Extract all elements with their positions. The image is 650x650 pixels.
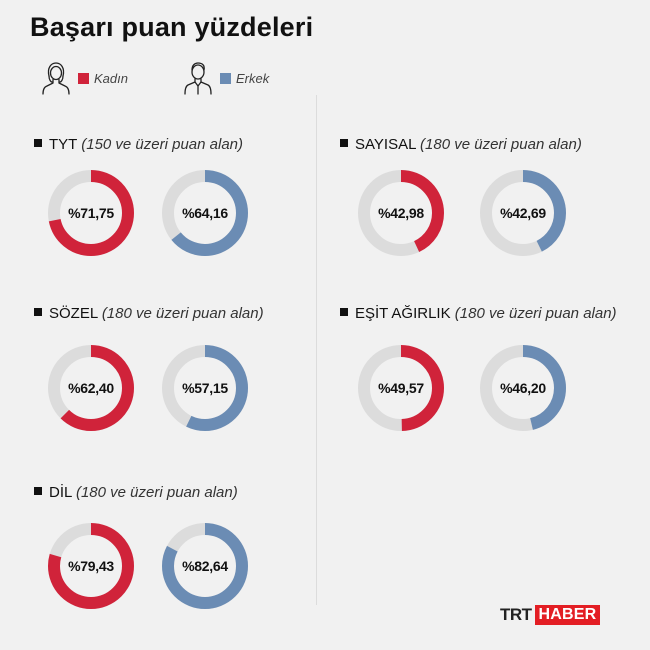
- donut-arc-kadın: [48, 523, 134, 609]
- donut-arc-erkek: [480, 345, 566, 431]
- donut-value-label: %57,15: [182, 380, 228, 396]
- section-title-tyt: TYT (150 ve üzeri puan alan): [34, 136, 243, 153]
- bullet-marker: [34, 139, 42, 147]
- donut-value-label: %46,20: [500, 380, 546, 396]
- logo-trt-text: TRT: [500, 605, 532, 624]
- donut-sayisal-erkek: %42,69: [478, 168, 568, 258]
- donut-value-label: %79,43: [68, 558, 114, 574]
- donut-arc-erkek: [162, 523, 248, 609]
- chart-subtitle: (180 ve üzeri puan alan): [75, 484, 238, 501]
- legend-swatch-woman: [78, 72, 89, 84]
- donut-sozel-kadin: %62,40: [46, 343, 136, 433]
- chart-subtitle: (180 ve üzeri puan alan): [420, 136, 582, 153]
- section-title-esit-agirlik: EŞİT AĞIRLIK (180 ve üzeri puan alan): [340, 305, 617, 322]
- legend-item-man: Erkek: [180, 58, 269, 98]
- trt-haber-logo: TRT HABER: [500, 604, 601, 626]
- man-icon: [184, 62, 212, 95]
- donut-tyt-erkek: %64,16: [160, 168, 250, 258]
- chart-title: DİL: [49, 484, 72, 501]
- chart-subtitle: (180 ve üzeri puan alan): [101, 305, 264, 322]
- donut-value-label: %82,64: [182, 558, 228, 574]
- legend-item-woman: Kadın: [38, 58, 128, 98]
- chart-title: SÖZEL: [49, 305, 98, 322]
- donut-value-label: %42,98: [378, 205, 424, 221]
- donut-arc-erkek: [162, 345, 248, 431]
- section-title-sozel: SÖZEL (180 ve üzeri puan alan): [34, 305, 264, 322]
- donut-arc-erkek: [162, 170, 248, 256]
- chart-title: EŞİT AĞIRLIK: [355, 305, 451, 322]
- donut-arc-kadın: [358, 345, 444, 431]
- donut-value-label: %42,69: [500, 205, 546, 221]
- bullet-marker: [34, 487, 42, 495]
- donut-sayisal-kadin: %42,98: [356, 168, 446, 258]
- bullet-marker: [340, 308, 348, 316]
- donut-esit-agirlik-kadin: %49,57: [356, 343, 446, 433]
- chart-subtitle: (180 ve üzeri puan alan): [454, 305, 617, 322]
- donut-arc-kadın: [358, 170, 444, 256]
- legend-swatch-man: [220, 72, 231, 84]
- bullet-marker: [34, 308, 42, 316]
- chart-subtitle: (150 ve üzeri puan alan): [81, 136, 244, 153]
- bullet-marker: [340, 139, 348, 147]
- woman-icon: [42, 62, 70, 95]
- donut-arc-kadın: [48, 345, 134, 431]
- section-title-sayisal: SAYISAL (180 ve üzeri puan alan): [340, 136, 582, 153]
- donut-arc-erkek: [480, 170, 566, 256]
- column-divider: [316, 95, 317, 605]
- donut-sozel-erkek: %57,15: [160, 343, 250, 433]
- donut-value-label: %49,57: [378, 380, 424, 396]
- donut-value-label: %62,40: [68, 380, 114, 396]
- legend-label-man: Erkek: [236, 70, 270, 86]
- legend-label-woman: Kadın: [94, 70, 128, 86]
- donut-dil-erkek: %82,64: [160, 521, 250, 611]
- chart-title: SAYISAL: [355, 136, 416, 153]
- page-title: Başarı puan yüzdeleri: [30, 12, 314, 42]
- donut-value-label: %64,16: [182, 205, 228, 221]
- donut-esit-agirlik-erkek: %46,20: [478, 343, 568, 433]
- donut-tyt-kadin: %71,75: [46, 168, 136, 258]
- donut-arc-kadın: [48, 170, 134, 256]
- logo-haber-text: HABER: [534, 605, 601, 625]
- donut-value-label: %71,75: [68, 205, 114, 221]
- donut-dil-kadin: %79,43: [46, 521, 136, 611]
- chart-title: TYT: [49, 136, 78, 153]
- section-title-dil: DİL (180 ve üzeri puan alan): [34, 484, 238, 501]
